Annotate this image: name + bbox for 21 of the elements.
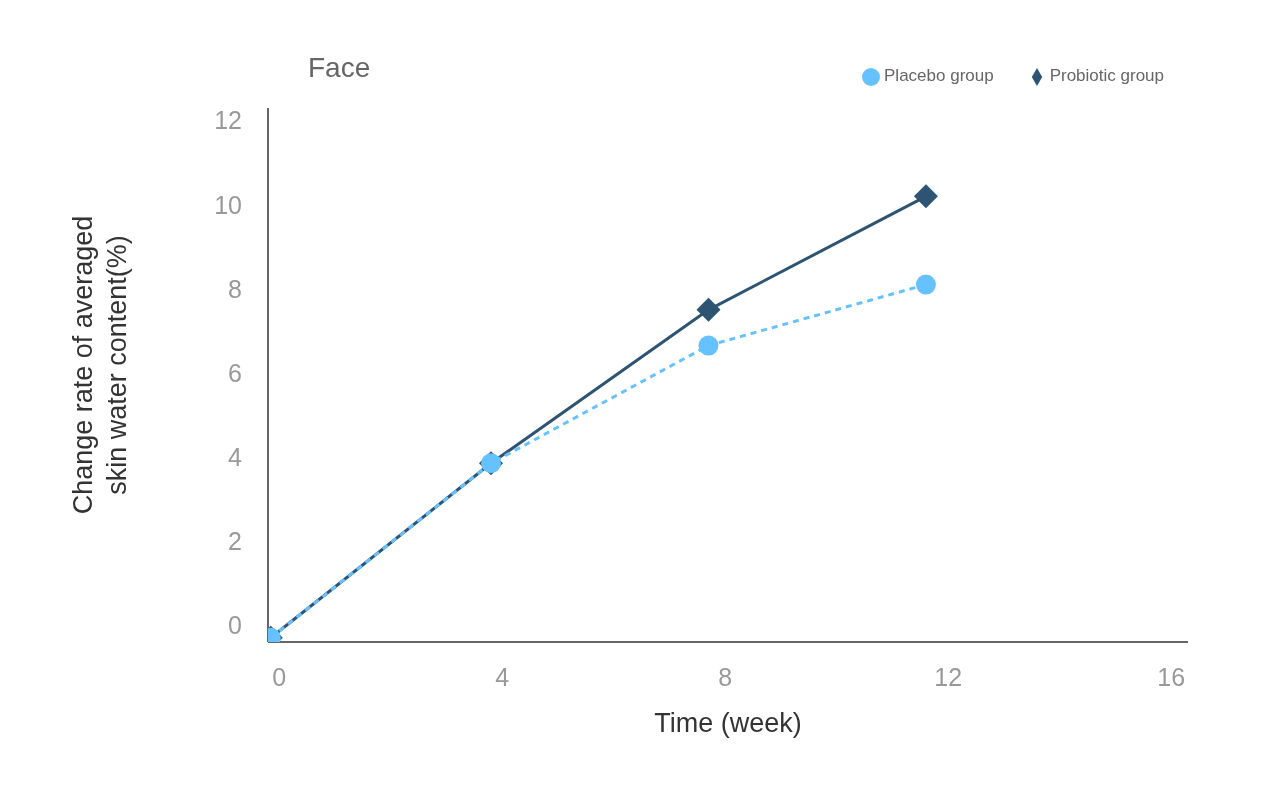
point [913, 184, 938, 209]
y-tick-label: 8 [228, 274, 242, 303]
x-tick-label: 8 [718, 662, 733, 691]
y-tick-label: 12 [214, 106, 242, 135]
x-axis-title: Time (week) [654, 708, 802, 738]
y-tick-label: 10 [214, 190, 242, 219]
y-tick-label: 4 [228, 442, 243, 471]
point [696, 297, 721, 322]
point [698, 335, 719, 356]
legend-label: Placebo group [884, 66, 994, 85]
y-axis-title: Change rate of averaged skin water content(%) [68, 215, 132, 515]
x-tick-label: 12 [934, 662, 963, 691]
y-tick-label: 6 [228, 358, 242, 387]
y-tick-label: 2 [228, 526, 242, 555]
x-tick-label: 4 [495, 662, 510, 691]
legend-label: Probiotic group [1049, 66, 1164, 85]
point [915, 274, 936, 295]
x-tick-label: 16 [1157, 662, 1186, 691]
y-tick-label: 0 [228, 611, 242, 640]
chart-title: Face [308, 52, 371, 84]
x-tick-label: 0 [272, 662, 287, 691]
